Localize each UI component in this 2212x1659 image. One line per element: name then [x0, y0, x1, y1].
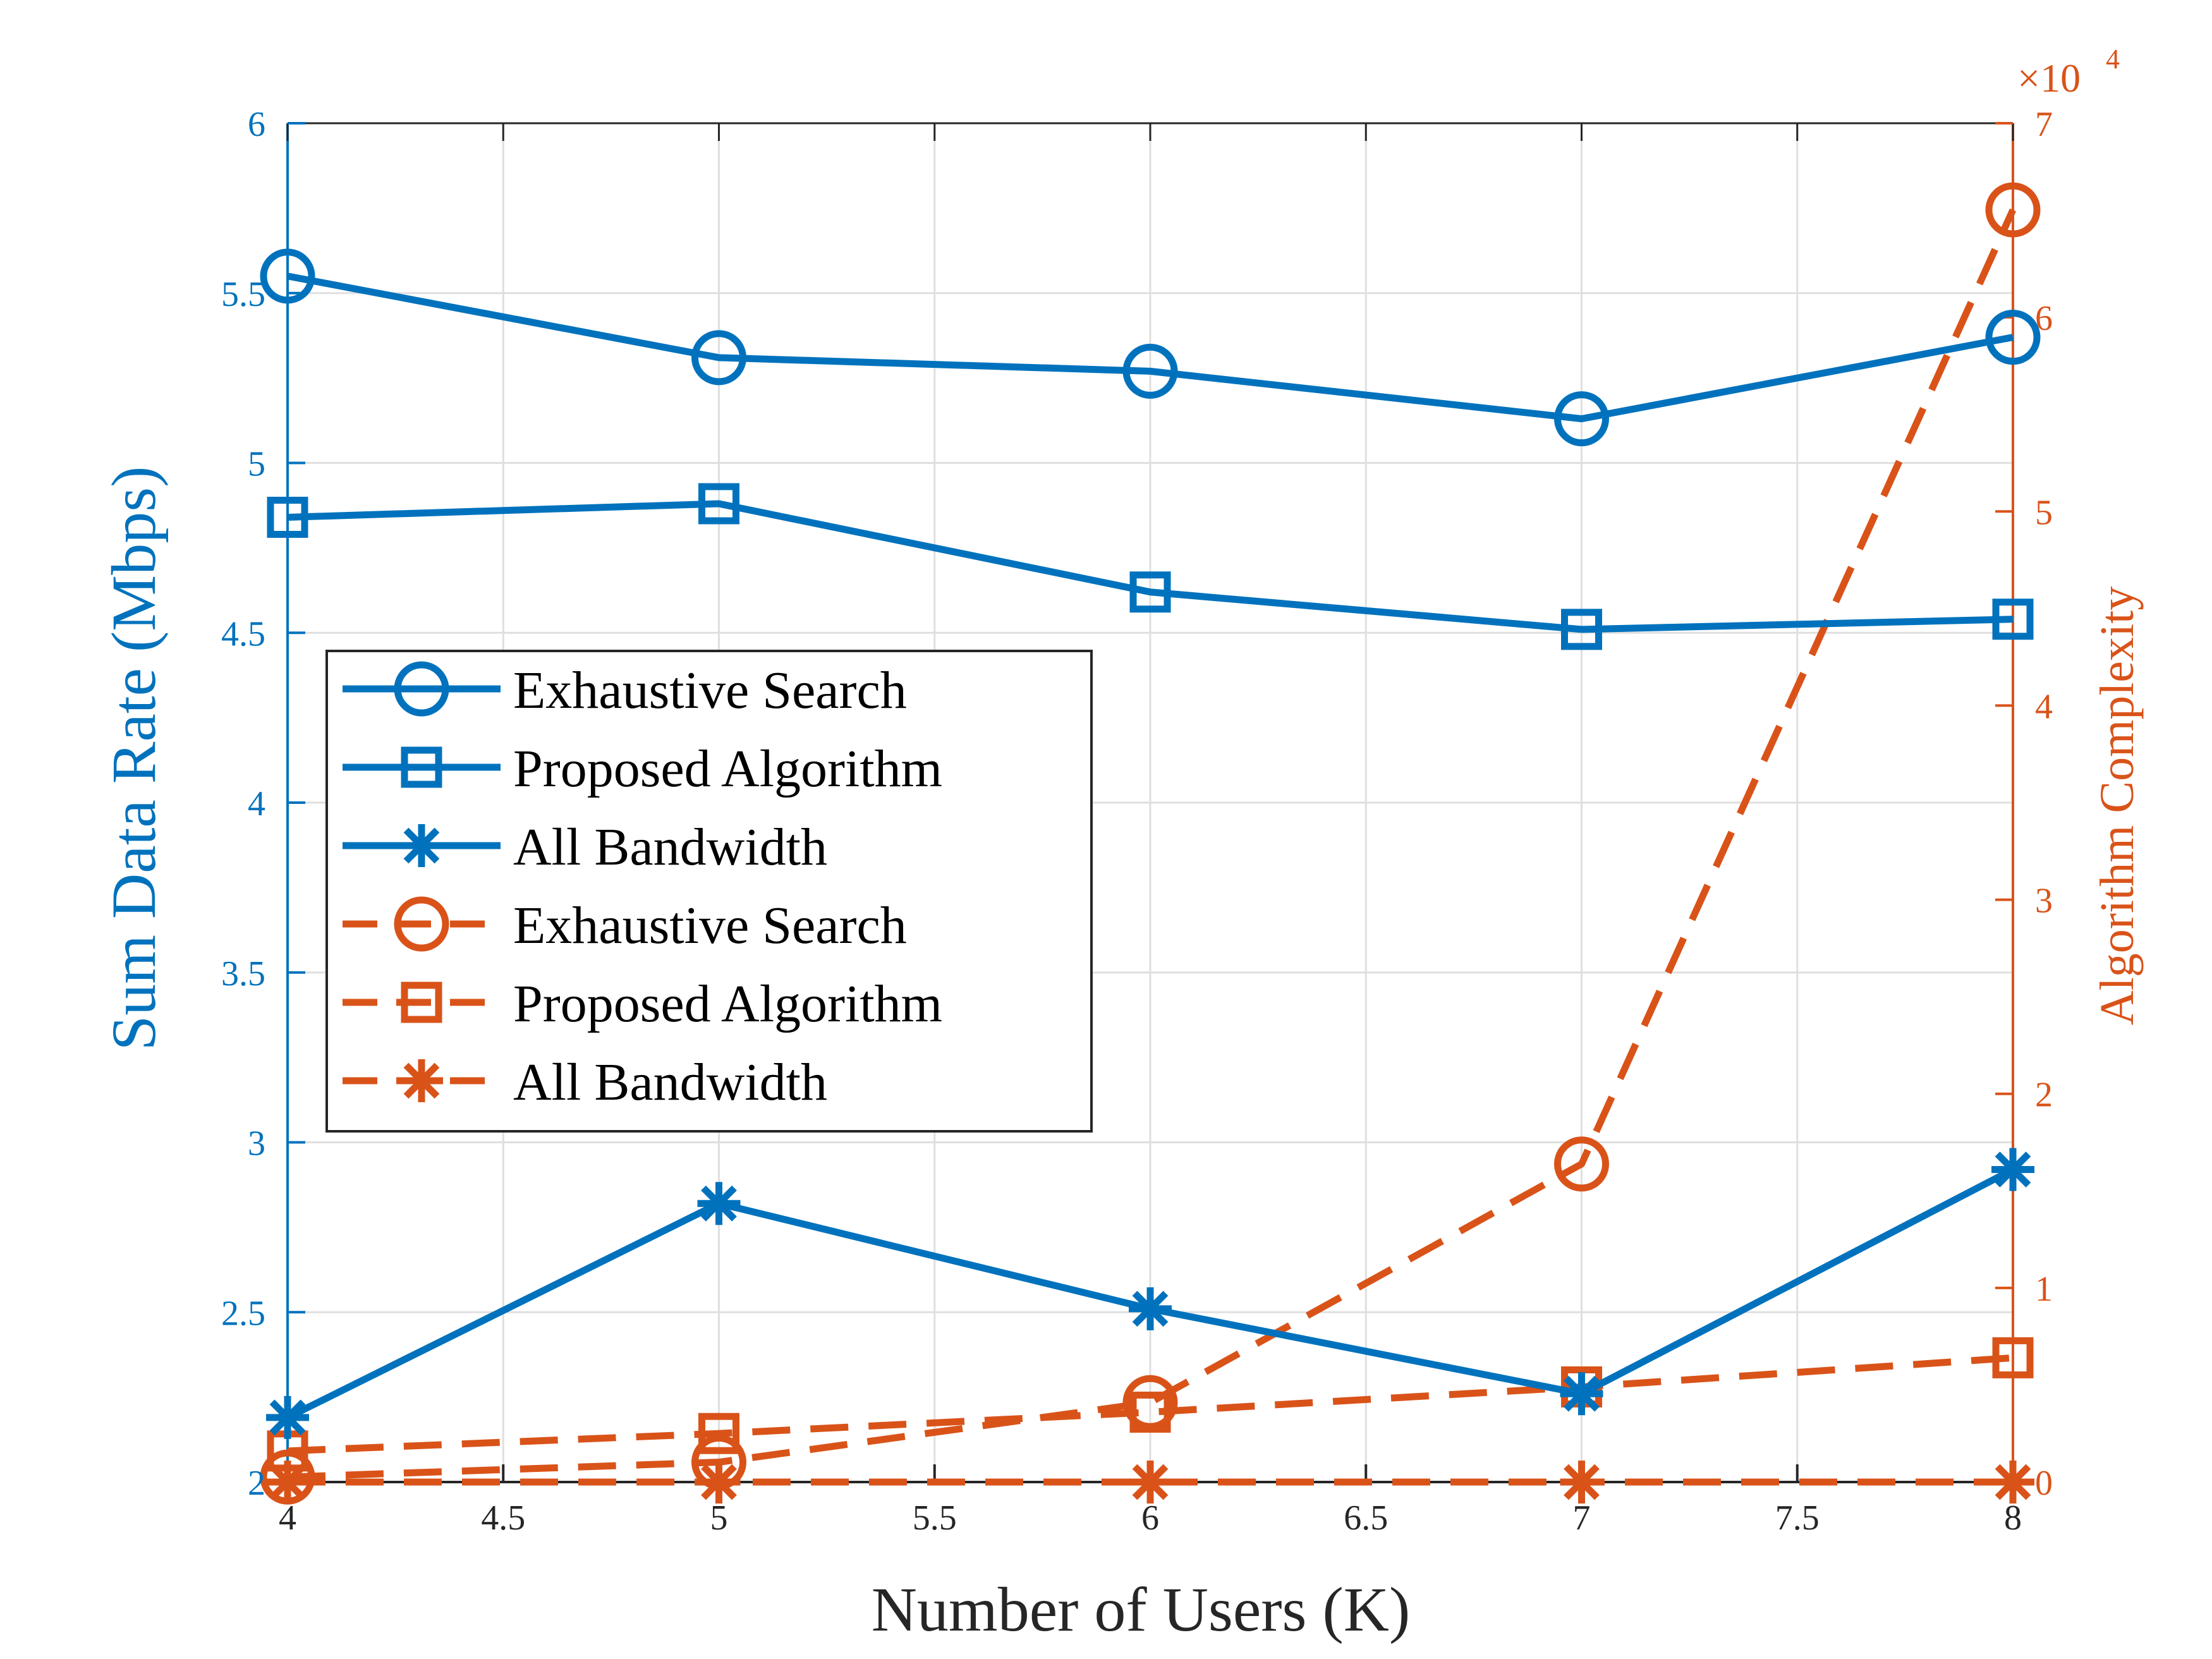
- x-tick-label: 4: [279, 1498, 296, 1538]
- legend-entry: Exhaustive Search: [343, 896, 907, 955]
- tick-labels: 4 4.5 5 5.5 6 6.5 7 7.5 8 2 2.5 3 3.5 4 4.5 5 5.5 6 0 1 2 3 4 5…: [221, 105, 2053, 1538]
- data-point-square: [1129, 1391, 1171, 1433]
- data-point-star: [1129, 1287, 1172, 1330]
- data-point-square: [698, 483, 739, 525]
- legend-entry: All Bandwidth: [343, 818, 827, 877]
- x-tick-label: 7.5: [1775, 1498, 1820, 1538]
- legend-entry: Exhaustive Search: [343, 661, 907, 720]
- legend-label: Exhaustive Search: [513, 661, 907, 720]
- y-right-tick-label: 0: [2035, 1464, 2053, 1503]
- y-left-tick-label: 2: [248, 1464, 265, 1503]
- series-left-exhaustive-search: [260, 248, 2041, 447]
- data-point-square: [698, 1413, 739, 1454]
- legend-marker-circle: [394, 896, 449, 952]
- right-axis-exponent: ×10 4: [2017, 44, 2120, 100]
- y-axis-right-label: Algorithm Complexity: [2091, 586, 2144, 1026]
- data-point-square: [1992, 599, 2034, 640]
- data-point-square: [1561, 609, 1602, 650]
- data-point-star: [1129, 1461, 1172, 1504]
- y-right-tick-label: 4: [2035, 687, 2053, 726]
- legend-entry: Proposed Algorithm: [343, 739, 942, 798]
- x-tick-label: 6.5: [1344, 1498, 1388, 1538]
- y-right-tick-label: 1: [2035, 1270, 2053, 1309]
- y-right-tick-label: 3: [2035, 882, 2053, 921]
- legend-marker-circle: [394, 661, 449, 717]
- star-stroke: [701, 1185, 737, 1222]
- legend-label: Exhaustive Search: [513, 896, 907, 955]
- x-tick-label: 5: [710, 1498, 728, 1538]
- legend-label: Proposed Algorithm: [513, 739, 942, 798]
- x-tick-label: 4.5: [481, 1498, 525, 1538]
- right-axis-exponent-power: 4: [2106, 44, 2120, 75]
- data-point-circle: [1985, 310, 2041, 365]
- y-left-tick-label: 2.5: [221, 1294, 265, 1333]
- y-right-tick-label: 2: [2035, 1076, 2053, 1115]
- y-right-tick-label: 5: [2035, 493, 2053, 532]
- legend-marker-star: [400, 1059, 443, 1102]
- data-point-star: [697, 1182, 741, 1225]
- series-layer: [260, 182, 2041, 1505]
- series-line: [286, 272, 2014, 423]
- star-stroke: [403, 827, 440, 864]
- star-stroke: [269, 1399, 306, 1436]
- x-tick-label: 5.5: [913, 1498, 957, 1538]
- star-stroke: [1995, 1152, 2031, 1188]
- legend-label: Proposed Algorithm: [513, 975, 942, 1033]
- legend-label: All Bandwidth: [513, 818, 827, 877]
- series-line: [287, 500, 2014, 633]
- legend-entry: Proposed Algorithm: [343, 975, 942, 1033]
- legend-marker-star: [400, 824, 443, 867]
- star-stroke: [403, 1062, 440, 1099]
- data-point-square: [1992, 1337, 2034, 1378]
- data-point-circle: [1122, 343, 1178, 399]
- y-axis-left-label: Sum Data Rate (Mbps): [99, 466, 169, 1051]
- y-left-tick-label: 5: [248, 445, 265, 484]
- legend-marker-square: [401, 981, 442, 1023]
- data-point-square: [1129, 571, 1171, 613]
- data-point-circle: [1985, 182, 2041, 238]
- data-point-square: [267, 497, 308, 538]
- y-left-tick-label: 4.5: [221, 614, 265, 653]
- right-axis-exponent-base: ×10: [2017, 56, 2081, 100]
- x-tick-label: 6: [1141, 1498, 1159, 1538]
- series-right-all-bandwidth: [266, 1461, 2034, 1504]
- series-line: [287, 208, 2017, 1481]
- y-left-tick-label: 3.5: [221, 954, 265, 994]
- star-stroke: [701, 1464, 737, 1500]
- series-left-proposed-algorithm: [267, 483, 2034, 650]
- data-point-circle: [691, 330, 746, 386]
- star-stroke: [269, 1464, 306, 1500]
- star-stroke: [1132, 1291, 1169, 1327]
- data-point-star: [266, 1395, 309, 1439]
- x-tick-label: 8: [2004, 1498, 2022, 1538]
- data-point-star: [1560, 1461, 1603, 1504]
- legend-marker-square: [401, 746, 442, 788]
- y-right-tick-label: 6: [2035, 299, 2053, 338]
- data-point-circle: [1554, 391, 1609, 447]
- data-point-circle: [260, 248, 315, 304]
- data-point-star: [1991, 1461, 2034, 1504]
- y-left-tick-label: 6: [248, 105, 265, 144]
- star-stroke: [1564, 1464, 1600, 1500]
- data-point-star: [1560, 1372, 1603, 1416]
- y-left-tick-label: 3: [248, 1124, 265, 1164]
- data-point-star: [1991, 1148, 2034, 1191]
- data-point-star: [266, 1461, 309, 1504]
- data-point-circle: [1554, 1136, 1609, 1192]
- legend: Exhaustive Search Proposed Algorithm All B…: [325, 650, 1093, 1133]
- data-point-star: [697, 1461, 741, 1504]
- legend-entry: All Bandwidth: [343, 1053, 827, 1112]
- y-right-tick-label: 7: [2035, 105, 2053, 144]
- series-left-all-bandwidth: [266, 1148, 2034, 1439]
- legend-box: [325, 650, 1093, 1133]
- y-left-tick-label: 4: [248, 784, 265, 823]
- y-left-tick-label: 5.5: [221, 275, 265, 314]
- x-tick-label: 7: [1573, 1498, 1591, 1538]
- star-stroke: [1132, 1464, 1169, 1500]
- x-axis-label: Number of Users (K): [872, 1574, 1411, 1644]
- star-stroke: [1995, 1464, 2031, 1500]
- star-stroke: [1564, 1375, 1600, 1412]
- legend-label: All Bandwidth: [513, 1053, 827, 1112]
